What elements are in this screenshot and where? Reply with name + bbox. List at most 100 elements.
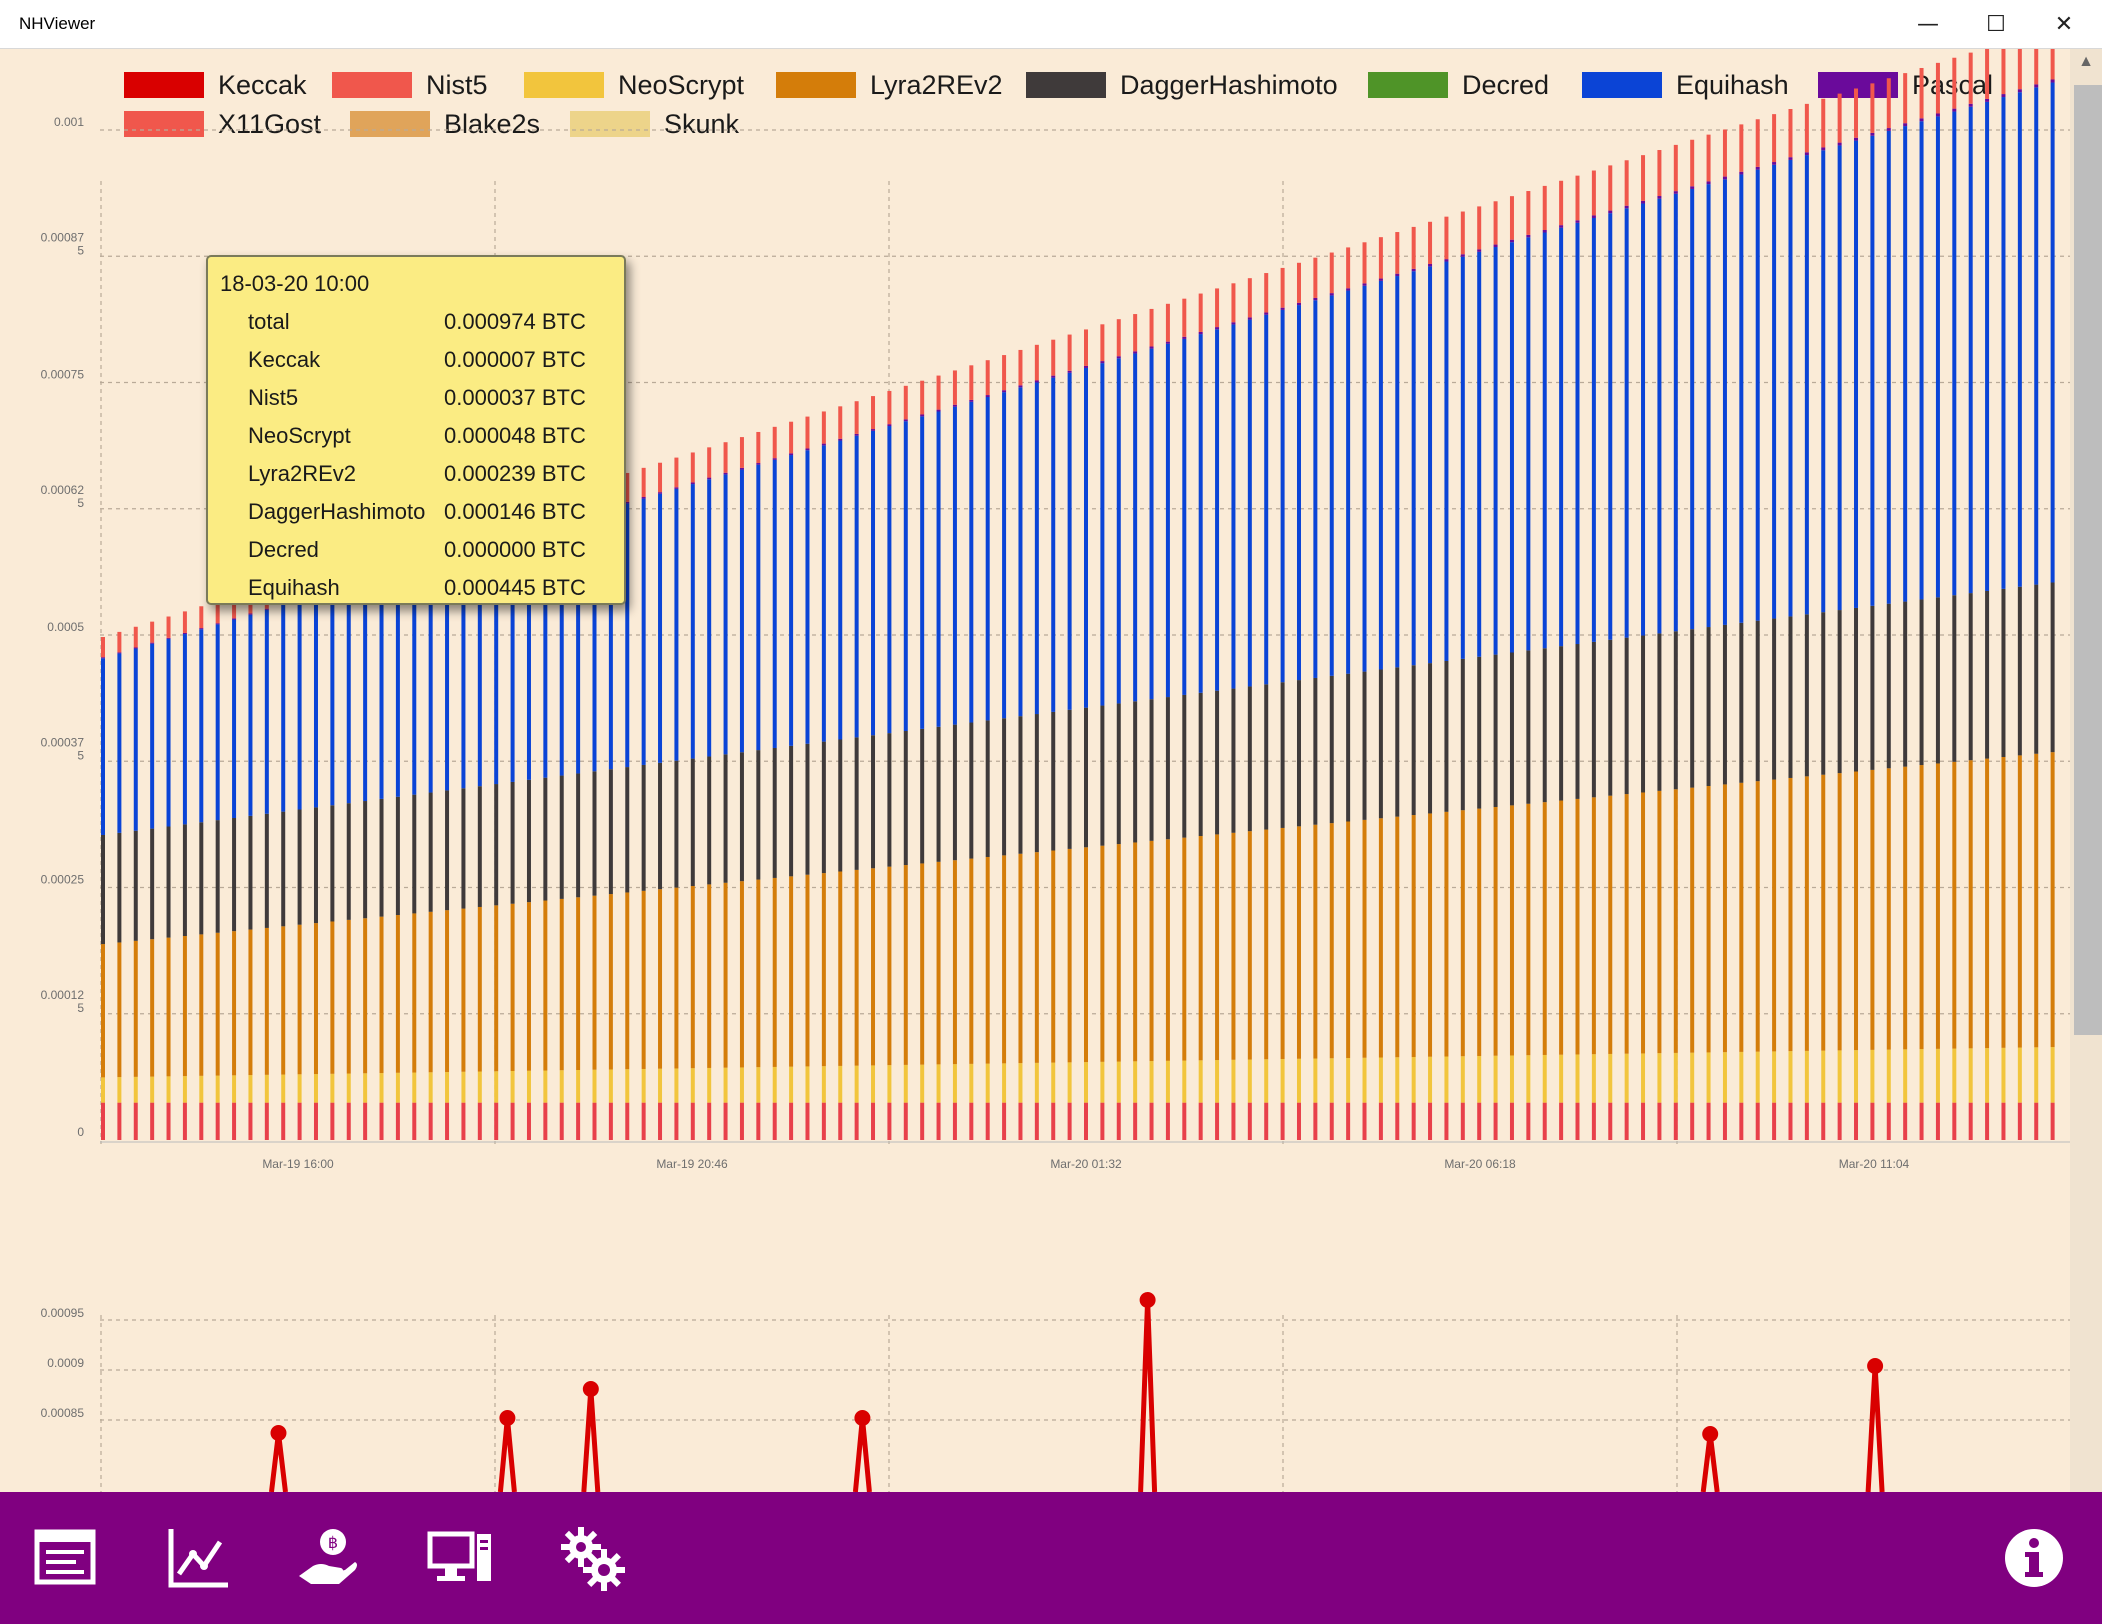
bar-segment <box>477 1102 482 1140</box>
nav-devices-button[interactable] <box>412 1510 508 1606</box>
bar-segment <box>1362 819 1367 1058</box>
bar-segment <box>1837 142 1842 146</box>
bar-segment <box>1182 1102 1187 1140</box>
scroll-up-arrow-icon[interactable]: ▲ <box>2078 53 2094 70</box>
bar-segment <box>871 429 876 431</box>
line-spike <box>268 1432 288 1492</box>
bar-segment <box>1395 816 1400 1058</box>
bar-segment <box>1886 1049 1891 1103</box>
bar-segment <box>1198 293 1203 332</box>
bar-segment <box>1116 844 1121 1062</box>
bar-segment <box>232 931 237 1076</box>
bar-segment <box>1509 805 1514 1056</box>
legend-item[interactable]: DaggerHashimoto <box>1026 67 1338 103</box>
bar-segment <box>559 1070 564 1103</box>
legend-item[interactable]: Keccak <box>124 67 307 103</box>
bar-segment <box>1755 781 1760 1052</box>
bar-segment <box>1182 837 1187 1061</box>
bar-segment <box>821 411 826 444</box>
nav-about-button[interactable] <box>1986 1510 2082 1606</box>
bar-segment <box>608 894 613 1070</box>
bar-segment <box>1591 797 1596 1055</box>
scrollbar-thumb[interactable] <box>2074 85 2102 1035</box>
bar-segment <box>199 1102 204 1140</box>
legend-item[interactable]: X11Gost <box>124 106 321 142</box>
tooltip-row-name: NeoScrypt <box>248 423 351 448</box>
bar-segment <box>1264 312 1269 315</box>
line-chart-icon <box>168 1529 228 1588</box>
bar-segment <box>281 1102 286 1140</box>
bar-segment <box>608 1102 613 1140</box>
bar-segment <box>723 442 728 473</box>
bar-segment <box>690 1068 695 1103</box>
bar-segment <box>674 487 679 489</box>
bar-segment <box>510 1102 515 1140</box>
maximize-button[interactable]: ☐ <box>1986 11 2006 37</box>
bar-segment <box>1854 140 1859 608</box>
legend-item[interactable]: Blake2s <box>350 106 540 142</box>
tooltip-row-value: 0.000048 BTC <box>444 423 586 448</box>
bar-segment <box>264 609 269 814</box>
bar-segment <box>166 937 171 1077</box>
bar-segment <box>658 1102 663 1140</box>
legend-item[interactable]: Decred <box>1368 67 1549 103</box>
tooltip-row: Nist5 0.000037 BTC <box>248 385 608 415</box>
bar-segment <box>1247 831 1252 1060</box>
close-button[interactable]: ✕ <box>2054 11 2074 37</box>
bar-segment <box>313 807 318 924</box>
app-title: NHViewer <box>19 14 96 33</box>
legend-item[interactable]: Skunk <box>570 106 739 142</box>
bar-segment <box>1477 808 1482 1056</box>
nav-summary-button[interactable] <box>18 1510 114 1606</box>
bar-segment <box>854 869 859 1066</box>
vertical-scrollbar[interactable]: ▲ <box>2070 49 2102 1492</box>
bar-segment <box>395 915 400 1073</box>
nav-settings-button[interactable] <box>544 1510 640 1606</box>
bar-segment <box>1346 288 1351 291</box>
legend-item[interactable]: NeoScrypt <box>524 67 744 103</box>
tooltip-row-name: total <box>248 309 290 334</box>
tooltip-row-value: 0.000007 BTC <box>444 347 586 372</box>
bar-segment <box>1182 694 1187 838</box>
bar-segment <box>1657 633 1662 791</box>
bar-segment <box>101 834 105 945</box>
line-chart[interactable]: 0.00085 0.0009 0.00095 <box>0 49 2070 1492</box>
minimize-button[interactable]: — <box>1917 11 1939 37</box>
bar-segment <box>707 477 712 480</box>
bar-segment <box>1100 1102 1105 1140</box>
bar-segment <box>1378 1102 1383 1140</box>
bar-segment <box>936 1102 941 1140</box>
bar-segment <box>1657 196 1662 199</box>
bar-segment <box>117 942 122 1078</box>
legend-item[interactable]: Nist5 <box>332 67 488 103</box>
bar-segment <box>576 517 581 774</box>
bar-segment <box>133 1076 138 1103</box>
bar-segment <box>150 828 155 940</box>
bar-segment <box>1362 283 1367 286</box>
bar-segment <box>1493 806 1498 1056</box>
bar-segment <box>281 605 286 812</box>
bar-segment <box>2017 92 2022 587</box>
nav-charts-button[interactable] <box>150 1510 246 1606</box>
bar-segment <box>494 905 499 1072</box>
bar-segment <box>117 832 122 943</box>
bar-segment <box>739 469 744 753</box>
bar-segment <box>1755 1051 1760 1103</box>
bar-segment <box>1264 1059 1269 1103</box>
bar-segment <box>1395 1057 1400 1103</box>
bar-segment <box>1985 1102 1990 1140</box>
bar-segment <box>1608 165 1613 211</box>
bar-segment <box>1149 1102 1154 1140</box>
bar-segment <box>690 1102 695 1140</box>
bar-segment <box>1165 303 1170 342</box>
bar-segment <box>1788 109 1793 158</box>
legend-item[interactable]: Lyra2REv2 <box>776 67 1003 103</box>
bar-segment <box>248 613 253 615</box>
bar-segment <box>1608 1053 1613 1103</box>
nav-payments-button[interactable]: ฿ <box>280 1510 376 1606</box>
bar-segment <box>1591 215 1596 218</box>
bar-segment <box>2001 756 2006 1048</box>
bar-segment <box>854 435 859 738</box>
legend-item[interactable]: Equihash <box>1582 67 1789 103</box>
bar-segment <box>166 1076 171 1103</box>
